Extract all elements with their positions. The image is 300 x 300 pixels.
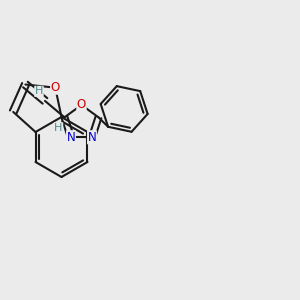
Text: H: H: [35, 86, 43, 96]
Text: O: O: [77, 98, 86, 112]
Text: O: O: [51, 81, 60, 94]
Text: N: N: [67, 131, 75, 144]
Text: N: N: [88, 131, 96, 144]
Text: H: H: [54, 123, 63, 133]
